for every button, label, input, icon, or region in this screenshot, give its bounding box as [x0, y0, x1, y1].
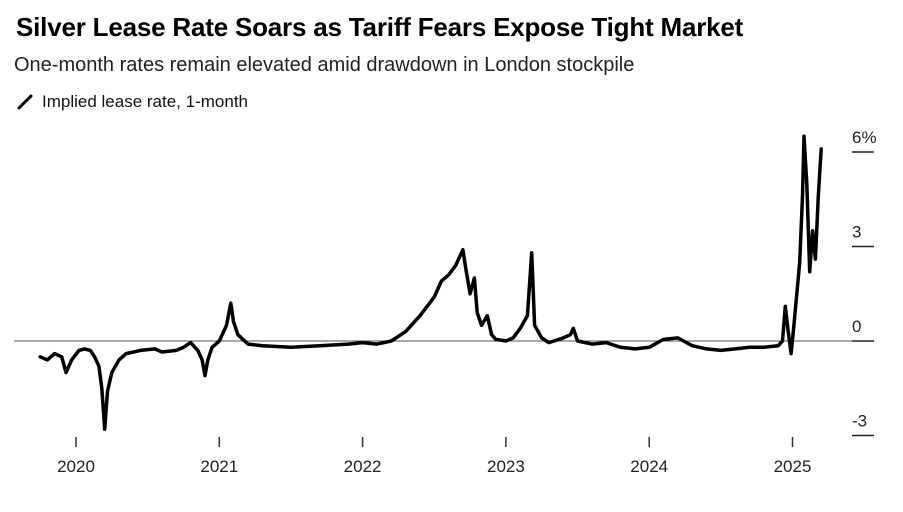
legend-line-icon: [17, 94, 33, 110]
x-tick-label: 2022: [344, 457, 382, 476]
x-tick-label: 2025: [774, 457, 812, 476]
legend-label: Implied lease rate, 1-month: [42, 92, 248, 111]
x-tick-label: 2020: [57, 457, 95, 476]
y-tick-label: -3: [852, 412, 867, 431]
x-tick-label: 2021: [200, 457, 238, 476]
chart-legend: Implied lease rate, 1-month: [16, 92, 248, 112]
chart-title: Silver Lease Rate Soars as Tariff Fears …: [16, 12, 744, 42]
x-tick-label: 2024: [630, 457, 668, 476]
y-tick-label: 3: [852, 223, 861, 242]
y-tick-label: 0: [852, 317, 861, 336]
y-tick-label: 6%: [852, 128, 877, 147]
x-tick-label: 2023: [487, 457, 525, 476]
chart-subtitle: One-month rates remain elevated amid dra…: [14, 54, 635, 76]
series-line: [38, 134, 823, 431]
